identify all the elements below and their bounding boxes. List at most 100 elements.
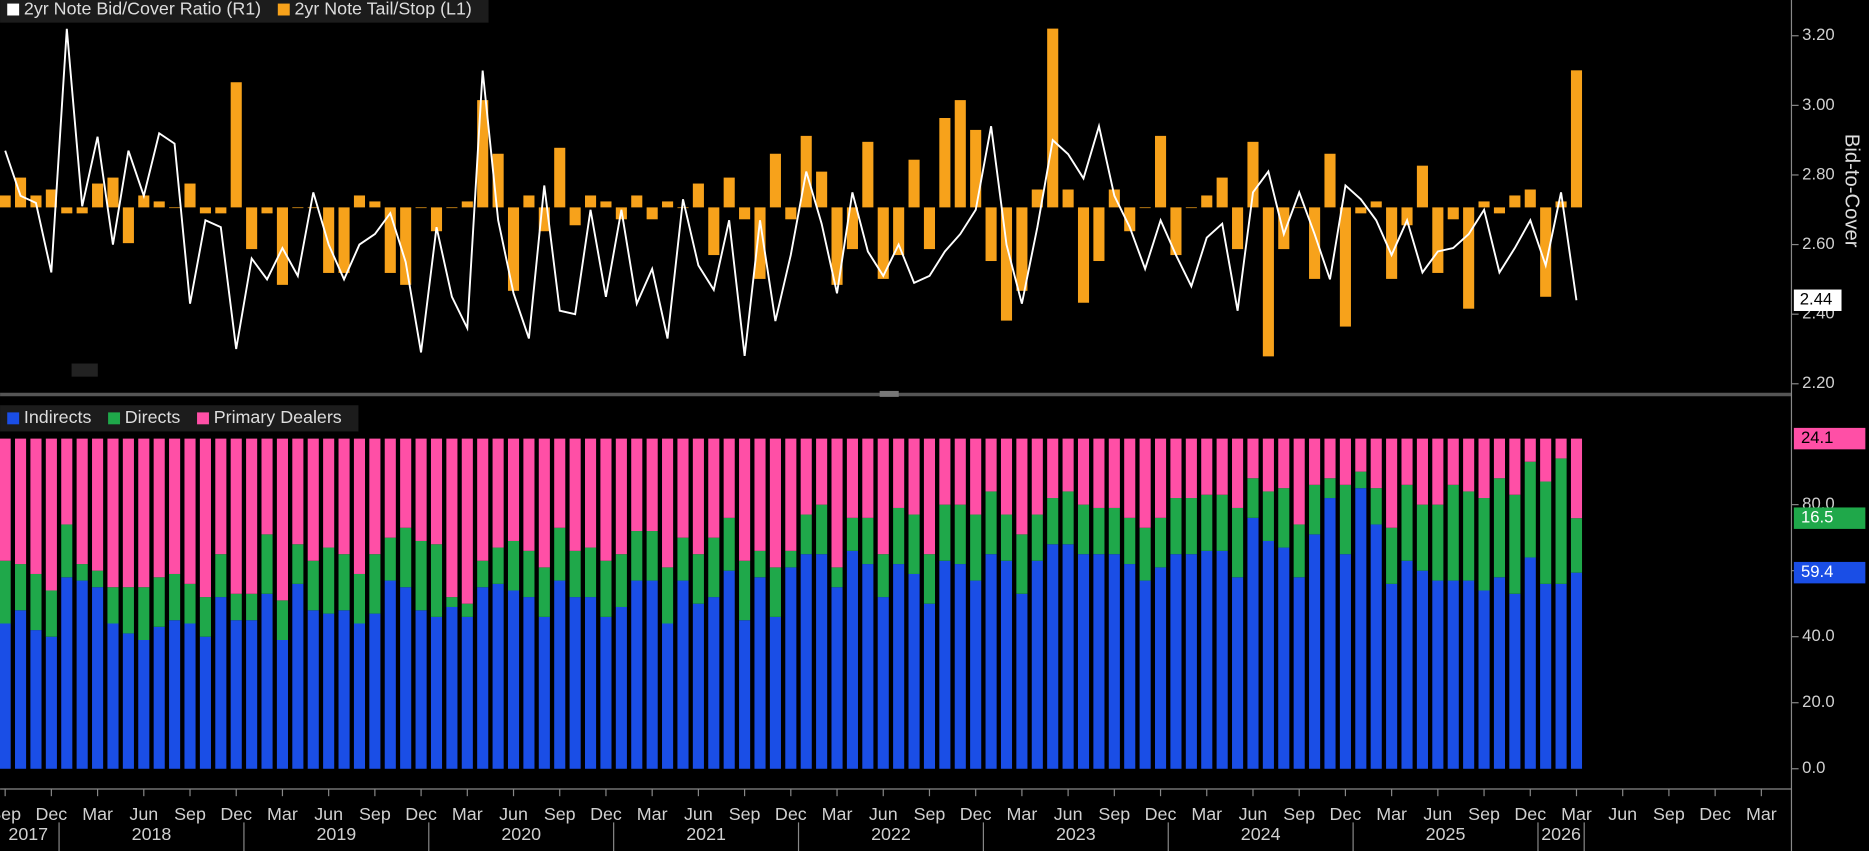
x-year-label: 2018	[132, 824, 172, 844]
tail-bar	[1278, 207, 1290, 250]
tail-bar	[1062, 189, 1074, 208]
stacked-bar-segment	[1401, 560, 1413, 769]
tail-bar	[76, 207, 88, 214]
tail-bar	[61, 207, 73, 214]
stacked-bar-segment	[1386, 583, 1398, 769]
stacked-bar-segment	[554, 438, 566, 528]
stacked-bar-segment	[1170, 438, 1182, 499]
x-tick-label: Jun	[1239, 804, 1268, 824]
tail-bar	[692, 183, 704, 208]
stacked-bar-segment	[1355, 471, 1367, 489]
stacked-bar-segment	[1509, 494, 1521, 594]
stacked-bar-segment	[908, 514, 920, 574]
stacked-bar-segment	[369, 438, 381, 555]
stacked-bar-segment	[1339, 554, 1351, 769]
stacked-bar-segment	[908, 438, 920, 515]
stacked-bar-segment	[1570, 572, 1583, 769]
last-value-label: 59.4	[1801, 562, 1833, 581]
stacked-bar-segment	[1555, 458, 1567, 584]
stacked-bar-segment	[1124, 438, 1136, 518]
stacked-bar-segment	[446, 438, 458, 598]
stacked-bar-segment	[877, 597, 889, 769]
stacked-bar-segment	[400, 527, 412, 588]
stacked-bar-segment	[492, 583, 504, 769]
stacked-bar-segment	[923, 438, 936, 555]
stacked-bar-segment	[723, 438, 735, 518]
x-tick-label: Dec	[220, 804, 252, 824]
stacked-bar-segment	[1016, 593, 1028, 769]
stacked-bar-segment	[923, 554, 936, 604]
stacked-bar-segment	[1432, 504, 1444, 581]
stacked-bar-segment	[1216, 438, 1228, 495]
stacked-bar-segment	[1062, 491, 1074, 545]
tail-bar	[1570, 70, 1583, 208]
stacked-bar-segment	[538, 567, 550, 617]
stacked-bar-segment	[507, 590, 520, 769]
stacked-bar-segment	[600, 438, 612, 561]
stacked-bar-segment	[739, 438, 751, 561]
stacked-bar-segment	[1062, 438, 1074, 492]
legend-background	[0, 405, 359, 432]
tail-bar	[1432, 207, 1444, 273]
stacked-bar-segment	[292, 544, 304, 584]
stacked-bar-segment	[369, 554, 381, 614]
x-tick-label: Mar	[1561, 804, 1592, 824]
tail-bar	[1185, 207, 1197, 209]
stacked-bar-segment	[739, 620, 751, 769]
stacked-bar-segment	[1201, 494, 1213, 551]
stacked-bar-segment	[1570, 518, 1583, 573]
stacked-bar-segment	[122, 633, 134, 769]
stacked-bar-segment	[338, 438, 350, 555]
stacked-bar-segment	[1401, 438, 1413, 485]
x-tick-label: Mar	[1191, 804, 1222, 824]
stacked-bar-segment	[153, 626, 165, 769]
stacked-bar-segment	[199, 636, 211, 769]
stacked-bar-segment	[0, 438, 11, 561]
stacked-bar-segment	[477, 438, 489, 561]
tail-bar	[1293, 207, 1305, 209]
stacked-bar-segment	[61, 438, 73, 525]
tail-bar	[122, 207, 134, 244]
tail-bar	[1463, 207, 1475, 309]
x-tick-label: Jun	[499, 804, 528, 824]
stacked-bar-segment	[954, 438, 966, 505]
stacked-bar-segment	[230, 593, 242, 621]
stacked-bar-segment	[585, 438, 597, 548]
stacked-bar-segment	[199, 597, 211, 637]
legend-label: Indirects	[24, 407, 92, 427]
stacked-bar-segment	[353, 438, 366, 574]
x-tick-label: Dec	[1330, 804, 1362, 824]
stacked-bar-segment	[261, 534, 273, 594]
stacked-bar-segment	[1216, 494, 1228, 551]
last-value-label: 24.1	[1801, 428, 1833, 447]
tail-bar	[985, 207, 997, 262]
stacked-bar-segment	[1540, 438, 1552, 482]
x-tick-label: Jun	[869, 804, 898, 824]
x-tick-label: Dec	[1514, 804, 1546, 824]
legend-label: Primary Dealers	[214, 407, 342, 427]
tail-bar	[15, 177, 27, 208]
x-year-label: 2019	[316, 824, 356, 844]
tail-bar	[169, 207, 181, 209]
stacked-bar-segment	[415, 438, 427, 541]
stacked-bar-segment	[677, 537, 689, 581]
y-tick-label: 0.0	[1802, 758, 1825, 777]
stacked-bar-segment	[1370, 524, 1382, 769]
tail-bar	[600, 201, 612, 208]
stacked-bar-segment	[569, 438, 581, 551]
stacked-bar-segment	[507, 438, 520, 541]
stacked-bar-segment	[1201, 438, 1213, 495]
tail-bar	[554, 147, 566, 208]
tail-bar	[1416, 165, 1428, 208]
stacked-bar-segment	[1016, 534, 1028, 594]
stacked-bar-segment	[970, 438, 982, 515]
tail-bar	[307, 207, 319, 209]
stacked-bar-segment	[677, 580, 689, 769]
stacked-bar-segment	[954, 504, 966, 565]
stacked-bar-segment	[1493, 478, 1506, 578]
stacked-bar-segment	[246, 438, 258, 594]
stacked-bar-segment	[430, 544, 443, 617]
stacked-bar-segment	[461, 616, 473, 769]
stacked-bar-segment	[338, 554, 350, 611]
stacked-bar-segment	[292, 438, 304, 545]
